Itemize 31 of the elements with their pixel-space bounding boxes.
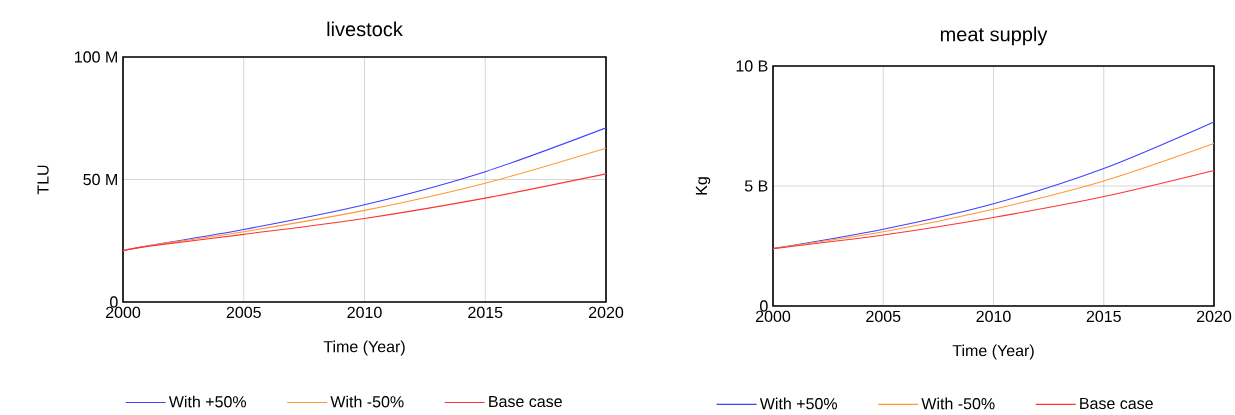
y-tick-label: 5 B <box>744 180 768 192</box>
x-tick-label: 2000 <box>756 310 791 323</box>
y-tick-label: 100 M <box>75 51 117 63</box>
x-axis-title: Time (Year) <box>952 344 1034 360</box>
x-tick-label: 2005 <box>866 310 901 323</box>
x-tick-label: 2005 <box>226 306 261 319</box>
x-tick-label: 2015 <box>468 306 503 319</box>
line-series <box>123 173 606 252</box>
x-tick-label: 2020 <box>1197 310 1232 323</box>
x-axis-title: Time (Year) <box>323 340 405 356</box>
legend-label: Base case <box>489 395 562 408</box>
legend-label: With +50% <box>168 395 247 408</box>
x-tick-label: 2020 <box>589 306 624 319</box>
y-tick-label: 10 B <box>736 60 768 72</box>
line-series <box>773 169 1215 250</box>
legend-label: With -50% <box>921 397 995 410</box>
legend-label: With +50% <box>759 397 838 410</box>
chart-title: livestock <box>327 21 403 37</box>
y-tick-label: 0 <box>760 300 768 312</box>
y-tick-label: 50 M <box>83 173 117 186</box>
x-tick-label: 2010 <box>976 310 1011 323</box>
x-tick-label: 2015 <box>1086 310 1121 323</box>
y-axis-title: TLU <box>37 165 49 195</box>
y-axis-title: Kg <box>695 177 711 195</box>
legend-label: With -50% <box>330 395 404 408</box>
chart-title: meat supply <box>940 26 1048 46</box>
x-tick-label: 2000 <box>106 306 141 319</box>
line-series <box>773 142 1215 250</box>
legend-label: Base case <box>1080 397 1153 410</box>
y-tick-label: 0 <box>110 296 118 308</box>
x-tick-label: 2010 <box>347 306 382 319</box>
